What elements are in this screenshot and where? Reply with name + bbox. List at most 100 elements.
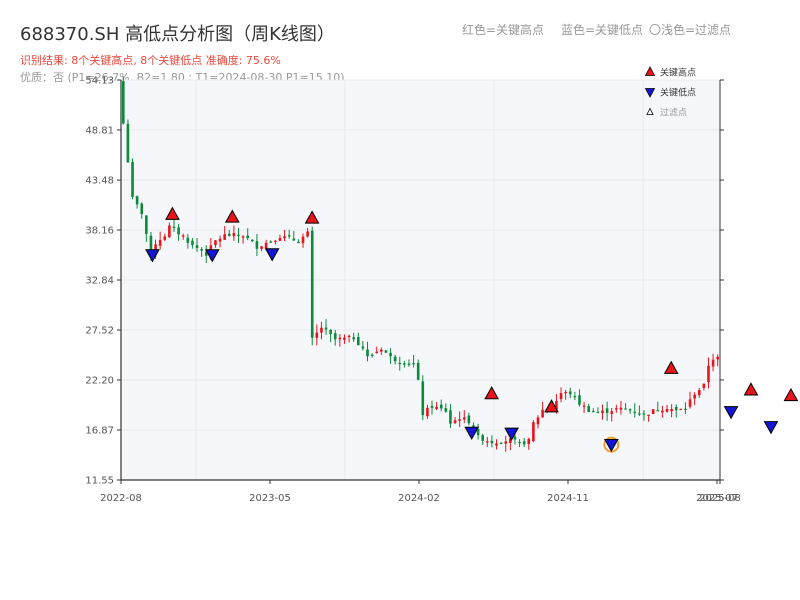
candle-body (495, 443, 498, 446)
candle-body (449, 410, 452, 424)
candle-body (670, 409, 673, 412)
candle-body (679, 408, 683, 410)
candle-body (624, 408, 627, 410)
candle-body (707, 365, 710, 383)
legend-label: 关键低点 (660, 87, 696, 99)
candle-body (204, 251, 208, 256)
candle-body (578, 395, 581, 405)
candle-body (633, 411, 637, 413)
key-low-marker (763, 421, 779, 435)
y-tick-label: 54.13 (85, 76, 114, 87)
x-tick-label: 2025-07 (696, 493, 738, 504)
key-high-marker (663, 360, 679, 374)
candle-body (430, 405, 434, 408)
candle-body (380, 349, 383, 352)
candle-body (384, 350, 388, 353)
key-low-marker (723, 406, 739, 420)
candle-body (444, 408, 448, 412)
key-high-marker (783, 387, 799, 402)
key-high-marker (304, 210, 320, 224)
candle-body (591, 410, 595, 413)
candle-body (587, 406, 590, 413)
y-axis: 11.55 16.87 22.20 27.52 32.84 38.16 43.48 48.81… (85, 76, 724, 487)
candle-body (122, 81, 125, 124)
candle-body (499, 442, 503, 445)
candle-body (674, 406, 678, 411)
candle-body (697, 390, 701, 396)
candle-body (416, 362, 420, 380)
candle-body (619, 407, 623, 410)
candle-body (555, 401, 558, 410)
candle-body (481, 435, 485, 441)
candle-body (582, 405, 586, 407)
key-high-marker (224, 209, 240, 223)
candle-body (661, 410, 664, 413)
candle-body (412, 363, 415, 365)
candle-body (195, 245, 199, 248)
candle-body (241, 236, 245, 238)
legend-light-text: 〇浅色=过滤点 (649, 23, 732, 37)
candle-body (688, 399, 692, 407)
key-low-marker (464, 426, 480, 440)
candle-body (140, 203, 144, 214)
key-high-marker (484, 386, 499, 400)
candle-body (338, 337, 342, 340)
legend-marker (646, 107, 654, 115)
x-tick-label: 2025-08 (699, 493, 741, 504)
candle-body (214, 240, 217, 246)
candle-body (223, 234, 226, 240)
y-tick-label: 32.84 (85, 276, 114, 287)
candle-body (467, 415, 471, 424)
legend-label: 过滤点 (660, 107, 687, 119)
candle-body (126, 123, 130, 163)
candle-body (255, 241, 259, 249)
candle-body (361, 346, 365, 349)
candle-body (283, 236, 286, 239)
candle-body (453, 420, 457, 424)
candle-body (191, 240, 194, 245)
candle-body (135, 196, 139, 205)
candle-body (716, 356, 719, 360)
candle-body (306, 231, 309, 237)
candle-body (246, 235, 250, 239)
candle-body (665, 408, 669, 412)
candle-body (651, 409, 655, 415)
candle-body (370, 354, 374, 356)
page-title: 688370.SH 高低点分析图（周K线图） (20, 24, 335, 45)
candle-body (310, 230, 314, 338)
candle-body (389, 352, 392, 357)
legend-red-text: 红色=关键高点 (462, 23, 545, 37)
candle-body (513, 436, 517, 440)
key-high-marker (743, 382, 759, 396)
x-tick-label: 2024-11 (547, 493, 589, 504)
candle-body (154, 244, 157, 254)
candle-body (426, 407, 429, 417)
candle-body (684, 408, 687, 410)
candle-body (398, 362, 402, 365)
x-tick-label: 2022-08 (100, 493, 142, 504)
candle-body (269, 241, 273, 243)
y-tick-label: 43.48 (85, 176, 114, 187)
candle-body (628, 409, 632, 411)
candle-body (702, 383, 706, 388)
candle-body (343, 337, 346, 340)
y-tick-label: 48.81 (85, 125, 114, 136)
key-high-marker (165, 206, 180, 220)
candle-body (251, 239, 254, 242)
candle-body (237, 234, 240, 236)
candle-body (149, 235, 153, 253)
key-low-marker (604, 438, 619, 453)
candle-body (356, 337, 360, 346)
key-point-markers (145, 206, 799, 453)
candle-body (172, 226, 176, 228)
candle-body (462, 417, 466, 420)
candle-body (486, 441, 489, 443)
candle-body (324, 327, 328, 330)
candle-body (615, 408, 618, 410)
candle-body (601, 410, 604, 414)
x-tick-label: 2023-05 (249, 493, 291, 504)
candle-body (407, 363, 411, 365)
candle-body (352, 337, 355, 340)
